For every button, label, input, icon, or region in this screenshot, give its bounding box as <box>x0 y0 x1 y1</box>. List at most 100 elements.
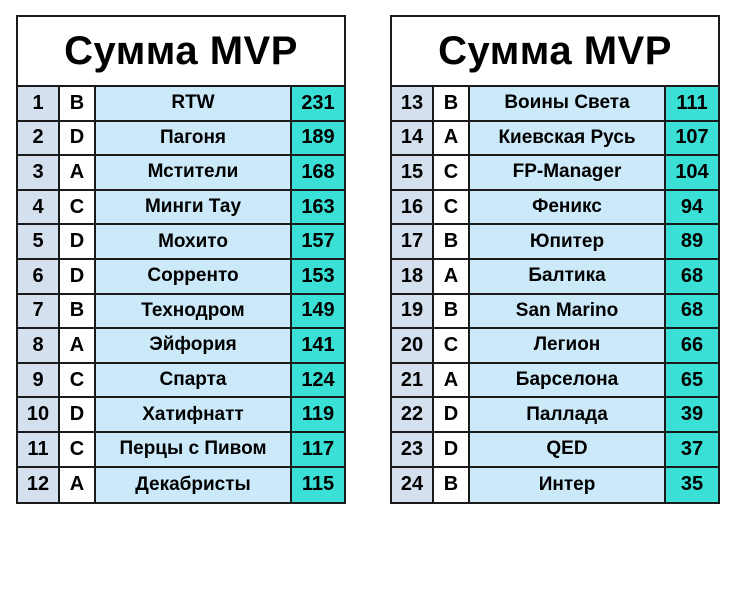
rank-cell: 21 <box>392 363 432 397</box>
team-name-cell: Эйфория <box>94 329 290 362</box>
table-row: 4 C Минги Тау 163 <box>18 190 344 226</box>
score-cell: 141 <box>290 329 344 362</box>
rank-cell: 11 <box>18 432 58 466</box>
division-cell: C <box>432 329 468 362</box>
score-cell: 68 <box>664 294 718 328</box>
score-cell: 119 <box>290 398 344 431</box>
table-row: 3 A Мстители 168 <box>18 156 344 191</box>
rank-cell: 3 <box>18 156 58 189</box>
table-row: 21 A Барселона 65 <box>392 363 718 399</box>
score-cell: 65 <box>664 363 718 397</box>
score-cell: 124 <box>290 363 344 397</box>
division-cell: A <box>58 156 94 189</box>
team-name-cell: Легион <box>468 329 664 362</box>
division-cell: B <box>432 87 468 120</box>
table-row: 11 C Перцы с Пивом 117 <box>18 432 344 468</box>
division-cell: C <box>58 363 94 397</box>
table-row: 12 A Декабристы 115 <box>18 467 344 503</box>
rank-cell: 18 <box>392 259 432 293</box>
team-name-cell: Интер <box>468 467 664 503</box>
team-name-cell: Балтика <box>468 259 664 293</box>
team-name-cell: Спарта <box>94 363 290 397</box>
rank-cell: 19 <box>392 294 432 328</box>
division-cell: B <box>432 294 468 328</box>
team-name-cell: Паллада <box>468 398 664 431</box>
rank-cell: 4 <box>18 190 58 224</box>
score-cell: 89 <box>664 225 718 258</box>
rank-cell: 23 <box>392 432 432 466</box>
team-name-cell: Феникс <box>468 190 664 224</box>
score-cell: 163 <box>290 190 344 224</box>
score-cell: 68 <box>664 259 718 293</box>
rank-cell: 7 <box>18 294 58 328</box>
team-name-cell: Мохито <box>94 225 290 258</box>
division-cell: B <box>432 467 468 503</box>
score-cell: 153 <box>290 259 344 293</box>
score-cell: 35 <box>664 467 718 503</box>
table-row: 20 C Легион 66 <box>392 329 718 364</box>
division-cell: C <box>58 432 94 466</box>
rank-cell: 9 <box>18 363 58 397</box>
table-row: 22 D Паллада 39 <box>392 398 718 433</box>
table-row: 17 B Юпитер 89 <box>392 225 718 260</box>
table-row: 19 B San Marino 68 <box>392 294 718 330</box>
table-row: 9 C Спарта 124 <box>18 363 344 399</box>
rank-cell: 24 <box>392 467 432 503</box>
score-cell: 111 <box>664 87 718 120</box>
table-row: 14 A Киевская Русь 107 <box>392 121 718 157</box>
rank-cell: 8 <box>18 329 58 362</box>
mvp-table-left: Сумма MVP 1 B RTW 231 2 D Пагоня 189 3 A Мстители 1… <box>16 15 346 505</box>
rank-cell: 5 <box>18 225 58 258</box>
score-cell: 94 <box>664 190 718 224</box>
team-name-cell: Юпитер <box>468 225 664 258</box>
score-cell: 66 <box>664 329 718 362</box>
division-cell: B <box>432 225 468 258</box>
rank-cell: 16 <box>392 190 432 224</box>
score-cell: 117 <box>290 432 344 466</box>
division-cell: D <box>58 225 94 258</box>
rank-cell: 2 <box>18 121 58 155</box>
rank-cell: 17 <box>392 225 432 258</box>
score-cell: 157 <box>290 225 344 258</box>
table-row: 18 A Балтика 68 <box>392 259 718 295</box>
score-cell: 37 <box>664 432 718 466</box>
team-name-cell: Мстители <box>94 156 290 189</box>
team-name-cell: Киевская Русь <box>468 121 664 155</box>
table-row: 13 B Воины Света 111 <box>392 87 718 122</box>
team-name-cell: Хатифнатт <box>94 398 290 431</box>
division-cell: D <box>58 398 94 431</box>
mvp-table-right: Сумма MVP 13 B Воины Света 111 14 A Киевская Р… <box>390 15 720 505</box>
table-row: 24 B Интер 35 <box>392 467 718 503</box>
score-cell: 107 <box>664 121 718 155</box>
rank-cell: 13 <box>392 87 432 120</box>
team-name-cell: Декабристы <box>94 467 290 503</box>
division-cell: D <box>58 121 94 155</box>
score-cell: 231 <box>290 87 344 120</box>
division-cell: B <box>58 87 94 120</box>
team-name-cell: Пагоня <box>94 121 290 155</box>
table-rows: 13 B Воины Света 111 14 A Киевская Русь 107 15 C F… <box>392 87 718 503</box>
division-cell: D <box>58 259 94 293</box>
division-cell: D <box>432 432 468 466</box>
division-cell: B <box>58 294 94 328</box>
division-cell: A <box>432 259 468 293</box>
rank-cell: 22 <box>392 398 432 431</box>
team-name-cell: RTW <box>94 87 290 120</box>
table-rows: 1 B RTW 231 2 D Пагоня 189 3 A Мстители 168 4 C Минги … <box>18 87 344 503</box>
rank-cell: 20 <box>392 329 432 362</box>
rank-cell: 10 <box>18 398 58 431</box>
division-cell: A <box>432 363 468 397</box>
table-row: 15 C FP-Manager 104 <box>392 156 718 191</box>
table-title: Сумма MVP <box>18 17 344 87</box>
team-name-cell: Технодром <box>94 294 290 328</box>
division-cell: C <box>432 190 468 224</box>
table-row: 7 B Технодром 149 <box>18 294 344 330</box>
score-cell: 115 <box>290 467 344 503</box>
team-name-cell: FP-Manager <box>468 156 664 189</box>
rank-cell: 12 <box>18 467 58 503</box>
rank-cell: 14 <box>392 121 432 155</box>
team-name-cell: Минги Тау <box>94 190 290 224</box>
division-cell: C <box>432 156 468 189</box>
team-name-cell: Перцы с Пивом <box>94 432 290 466</box>
division-cell: C <box>58 190 94 224</box>
